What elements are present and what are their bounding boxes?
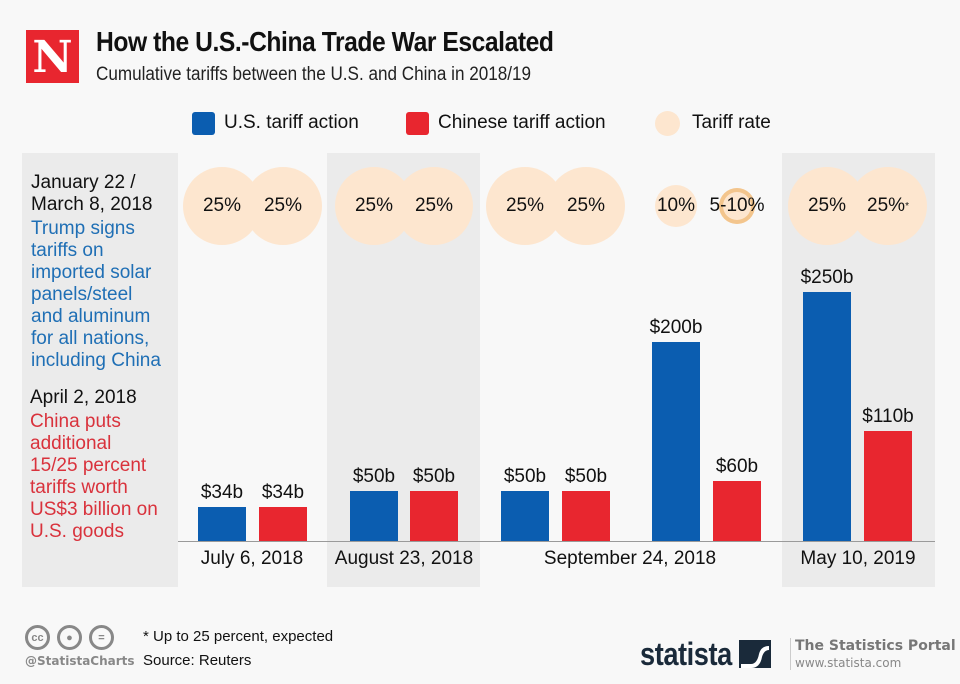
bar-value-label: $50b (503, 466, 547, 488)
tariff-rate-label: 5-10% (709, 195, 765, 216)
side-event-1: January 22 / March 8, 2018 Trump signs t… (31, 172, 181, 372)
bar-value-label: $50b (352, 466, 396, 488)
tariff-rate-footnote-marker: * (905, 200, 909, 212)
us-bar (350, 491, 398, 541)
tariff-rate-bubble: 25% (395, 167, 473, 245)
x-axis-date-label: August 23, 2018 (334, 548, 474, 569)
event2-text: China puts additional 15/25 percent tari… (30, 411, 158, 542)
bar-value-label: $200b (649, 316, 703, 338)
statista-logo-text: statista (640, 636, 732, 672)
tariff-rate-label: 25% (414, 195, 454, 216)
bar-value-label: $60b (715, 456, 759, 478)
x-axis-baseline (178, 541, 935, 542)
legend-label: U.S. tariff action (224, 112, 359, 133)
event1-text: Trump signs tariffs on imported solar pa… (31, 218, 161, 371)
us-bar (198, 507, 246, 541)
legend-china: Chinese tariff action (406, 110, 606, 136)
legend-swatch-us (192, 111, 215, 135)
statista-logo-icon (739, 640, 771, 668)
legend-swatch-rate (655, 110, 680, 136)
bar-value-label: $250b (800, 267, 854, 288)
bar-value-label: $34b (261, 482, 305, 504)
legend-rate: Tariff rate (655, 110, 771, 136)
statista-url: www.statista.com (795, 656, 902, 670)
china-bar (259, 507, 307, 541)
nd-icon: = (89, 625, 114, 650)
tariff-rate-bubble: 10% (655, 185, 697, 227)
chart-title: How the U.S.-China Trade War Escalated (96, 26, 554, 57)
bar-value-label: $34b (200, 482, 244, 504)
tariff-rate-label: 25% (505, 195, 545, 216)
by-icon: ● (57, 625, 82, 650)
side-panel-bg (22, 153, 178, 587)
us-bar (803, 292, 851, 541)
footnote: * Up to 25 percent, expected (143, 628, 334, 645)
legend-us: U.S. tariff action (192, 110, 359, 136)
footer-divider (790, 638, 791, 670)
tariff-rate-bubble: 5-10% (710, 188, 764, 224)
china-bar (562, 491, 610, 541)
us-bar (501, 491, 549, 541)
tariff-rate-label: 25% (202, 195, 242, 216)
tariff-rate-bubble: 25% (486, 167, 564, 245)
china-bar (713, 481, 761, 541)
side-event-2: April 2, 2018 China puts additional 15/2… (30, 387, 180, 543)
tariff-rate-label: 25% (263, 195, 303, 216)
chart-subtitle: Cumulative tariffs between the U.S. and … (96, 64, 532, 85)
tariff-rate-label: 25% (807, 195, 847, 216)
tariff-rate-label: 25% (867, 195, 906, 216)
x-axis-date-label: July 6, 2018 (200, 548, 304, 569)
cc-icon: cc (25, 625, 50, 650)
newsweek-logo: N (26, 30, 79, 83)
x-axis-date-label: September 24, 2018 (543, 548, 717, 569)
tariff-rate-label: 25% (566, 195, 606, 216)
statistics-portal-text: The Statistics Portal (795, 638, 956, 654)
x-axis-date-label: May 10, 2019 (800, 548, 916, 569)
china-bar (864, 431, 912, 541)
bar-value-label: $50b (564, 466, 608, 488)
event1-date: January 22 / March 8, 2018 (31, 172, 153, 215)
bar-value-label: $50b (412, 466, 456, 488)
license-icons: cc ● = (25, 625, 114, 650)
event2-date: April 2, 2018 (30, 387, 137, 408)
legend-swatch-china (406, 111, 429, 135)
tariff-rate-label: 25% (354, 195, 394, 216)
tariff-rate-bubble: 25% (547, 167, 625, 245)
bar-value-label: $110b (862, 406, 914, 428)
us-bar (652, 341, 700, 541)
tariff-rate-label: 10% (656, 195, 696, 216)
statista-handle: @StatistaCharts (25, 654, 135, 668)
legend-label: Chinese tariff action (438, 112, 606, 133)
statista-wave-icon (741, 646, 769, 668)
logo-letter: N (32, 32, 73, 83)
source: Source: Reuters (143, 652, 252, 669)
china-bar (410, 491, 458, 541)
tariff-rate-bubble: 25% * (849, 167, 927, 245)
tariff-rate-bubble: 25% (244, 167, 322, 245)
legend-label: Tariff rate (692, 112, 771, 133)
